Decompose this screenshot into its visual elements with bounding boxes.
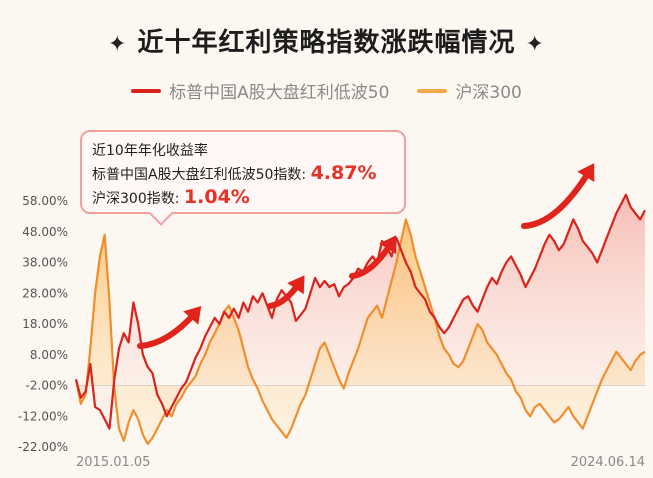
y-tick-label: 38.00%	[22, 256, 68, 270]
callout-value-dividend: 4.87%	[310, 162, 377, 184]
callout-value-hs300: 1.04%	[183, 186, 250, 208]
title-text: 近十年红利策略指数涨跌幅情况	[137, 28, 516, 58]
y-tick-label: 48.00%	[22, 225, 68, 239]
annualized-return-callout: 近10年年化收益率 标普中国A股大盘红利低波50指数: 4.87% 沪深300指…	[80, 130, 406, 214]
callout-label-dividend: 标普中国A股大盘红利低波50指数:	[92, 167, 307, 183]
legend-swatch-red	[131, 88, 162, 93]
trend-arrowhead-icon	[577, 163, 595, 183]
series-line-hs300	[74, 218, 646, 445]
trend-arrow-icon	[521, 167, 593, 229]
legend-label: 沪深300	[455, 83, 522, 103]
y-tick-label: -2.00%	[26, 379, 68, 393]
trend-arrowhead-icon	[379, 235, 397, 255]
x-tick-end: 2024.06.14	[571, 455, 645, 470]
legend: 标普中国A股大盘红利低波50 沪深300	[0, 78, 653, 103]
trend-arrowhead-icon	[287, 275, 305, 295]
y-tick-label: 28.00%	[22, 286, 68, 300]
chart-title: ✦ 近十年红利策略指数涨跌幅情况 ✦	[0, 22, 653, 59]
trend-arrows	[137, 163, 595, 349]
legend-item-dividend: 标普中国A股大盘红利低波50	[131, 78, 389, 103]
legend-swatch-orange	[417, 88, 448, 93]
callout-label-hs300: 沪深300指数:	[92, 191, 180, 207]
series-line-dividend	[74, 193, 646, 430]
trend-arrow-icon	[137, 309, 199, 349]
trend-arrowhead-icon	[183, 305, 202, 325]
y-tick-label: 8.00%	[30, 348, 68, 362]
sparkle-icon: ✦	[525, 32, 545, 57]
x-tick-start: 2015.01.05	[76, 455, 150, 470]
sparkle-icon: ✦	[108, 32, 128, 57]
callout-heading: 近10年年化收益率	[92, 143, 208, 159]
y-tick-label: -22.00%	[18, 440, 68, 454]
y-tick-label: -12.00%	[18, 409, 68, 423]
legend-label: 标普中国A股大盘红利低波50	[169, 83, 390, 103]
legend-item-hs300: 沪深300	[417, 78, 522, 103]
y-tick-label: 18.00%	[22, 317, 68, 331]
y-tick-label: 58.00%	[22, 194, 68, 208]
